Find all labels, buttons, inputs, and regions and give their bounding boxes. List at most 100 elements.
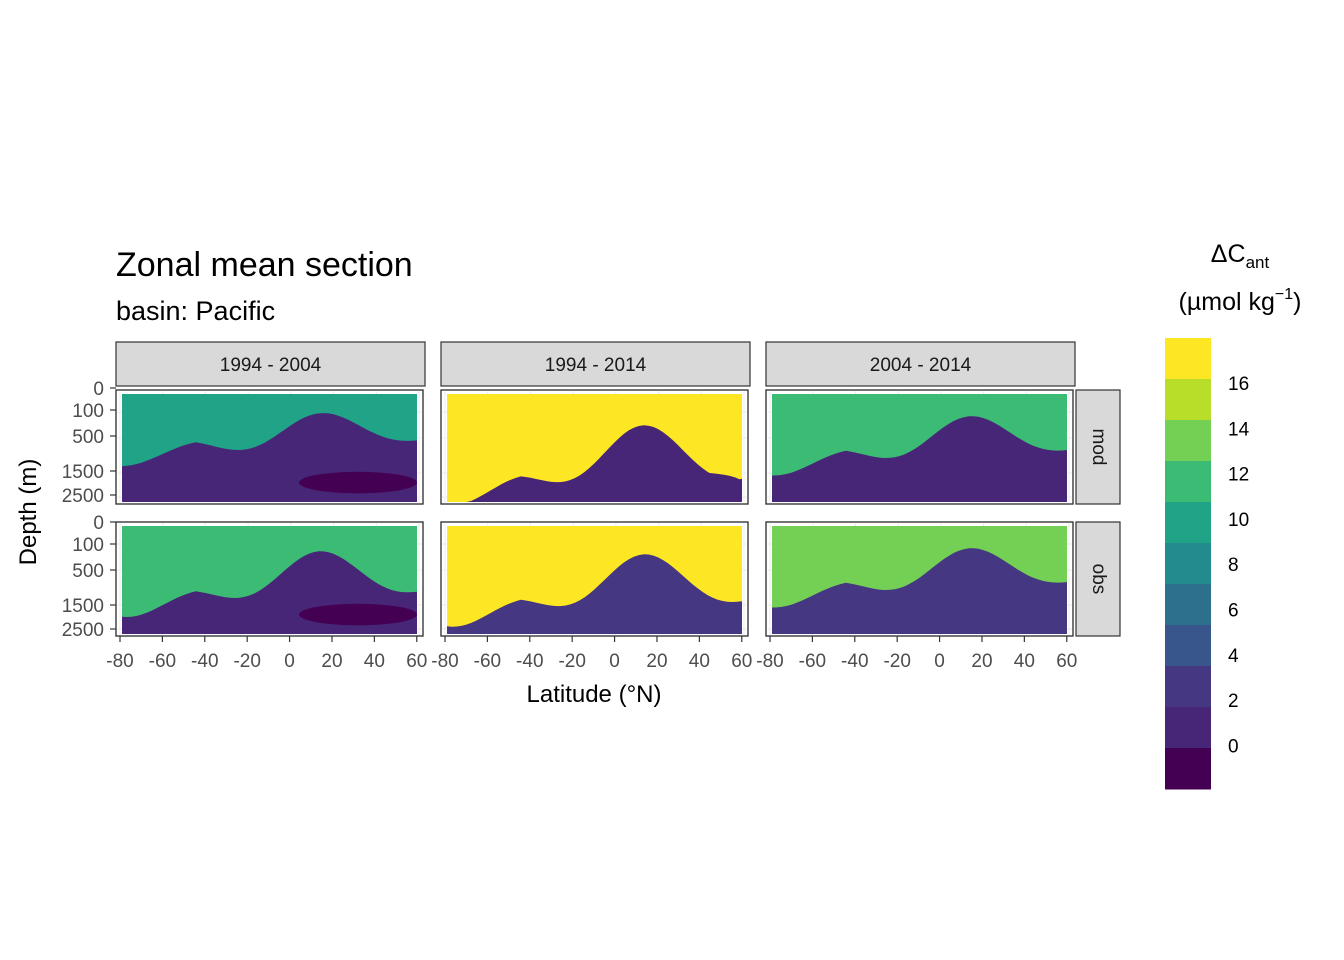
legend-label-4: 8 xyxy=(1228,555,1239,576)
x-tick-label: 0 xyxy=(284,651,295,672)
facet-strip-1: 1994 - 2014 xyxy=(440,341,751,387)
facet-row-label-0: mod xyxy=(1088,429,1109,466)
facet-panels: 1994 - 2004 1994 - 2014 2004 - 2014 mod obs xyxy=(115,341,1121,637)
legend-swatch-6 xyxy=(1165,584,1211,626)
x-tick-label: 0 xyxy=(609,651,620,672)
x-tick-label: -20 xyxy=(558,651,585,672)
y-tick-label: 1500 xyxy=(62,596,104,617)
facet-row-label-1: obs xyxy=(1088,564,1109,595)
x-tick-label: -40 xyxy=(516,651,543,672)
legend-title-main: ΔC xyxy=(1211,240,1246,268)
x-tick-label: 0 xyxy=(934,651,945,672)
legend-title-sub: ant xyxy=(1246,253,1270,272)
x-tick-label: -60 xyxy=(474,651,501,672)
x-tick-label: 20 xyxy=(321,651,342,672)
deep-pool xyxy=(949,471,1067,494)
y-tick-label: 2500 xyxy=(62,620,104,641)
legend-swatch-9 xyxy=(1165,707,1211,749)
x-tick-label: 60 xyxy=(1056,651,1077,672)
band-18 xyxy=(447,526,742,627)
band-14 xyxy=(772,526,1067,608)
chart-title: Zonal mean section xyxy=(116,246,413,284)
legend-label-0: 16 xyxy=(1228,374,1249,395)
legend-label-5: 6 xyxy=(1228,601,1239,622)
band-11 xyxy=(772,394,1067,476)
facet-strip-2: 2004 - 2014 xyxy=(765,341,1076,387)
facet-strip-0: 1994 - 2004 xyxy=(115,341,426,387)
panel-obs-2 xyxy=(765,521,1074,637)
legend-title: ΔCant xyxy=(1211,240,1270,272)
y-axis-title: Depth (m) xyxy=(15,459,42,566)
deep-pool xyxy=(299,471,417,494)
y-tick-label: 500 xyxy=(72,427,104,448)
y-tick-label: 100 xyxy=(72,401,104,422)
x-tick-label: -60 xyxy=(799,651,826,672)
band-12 xyxy=(122,526,417,617)
legend-label-8: 0 xyxy=(1228,736,1239,757)
legend-swatch-1 xyxy=(1165,379,1211,421)
legend: ΔCant (µmol kg−1) 16 14 12 10 8 6 4 2 0 xyxy=(1165,240,1301,790)
x-tick-label: -80 xyxy=(756,651,783,672)
panel-mod-1 xyxy=(440,389,749,505)
legend-swatch-3 xyxy=(1165,461,1211,503)
legend-label-7: 2 xyxy=(1228,691,1239,712)
legend-label-6: 4 xyxy=(1228,646,1239,667)
legend-swatch-8 xyxy=(1165,666,1211,708)
y-tick-label: 500 xyxy=(72,561,104,582)
y-tick-label: 0 xyxy=(93,379,104,400)
facet-strip-label-0: 1994 - 2004 xyxy=(220,355,322,376)
x-axis-title: Latitude (°N) xyxy=(527,681,662,708)
legend-units-sup: −1 xyxy=(1275,286,1293,303)
panel-mod-0 xyxy=(115,389,424,505)
panel-mod-2 xyxy=(765,389,1074,505)
x-tick-label: -80 xyxy=(106,651,133,672)
band-9 xyxy=(122,394,417,467)
legend-swatch-5 xyxy=(1165,543,1211,585)
x-tick-label: -60 xyxy=(149,651,176,672)
x-tick-label: -40 xyxy=(841,651,868,672)
y-tick-label: 2500 xyxy=(62,486,104,507)
deep-pool xyxy=(949,603,1067,626)
legend-colorbar xyxy=(1165,338,1211,790)
legend-swatch-2 xyxy=(1165,420,1211,462)
panel-obs-0 xyxy=(115,521,424,637)
x-axis: -80 -60 -40 -20 0 20 40 60 -80 -60 -40 -20 0 20 40 60 -8… xyxy=(106,636,1077,672)
x-tick-label: 20 xyxy=(646,651,667,672)
legend-units-pre: (µmol kg xyxy=(1179,288,1275,316)
deep-pool xyxy=(624,471,742,494)
y-tick-label: 0 xyxy=(93,513,104,534)
x-tick-label: 40 xyxy=(689,651,710,672)
y-tick-label: 1500 xyxy=(62,462,104,483)
legend-units: (µmol kg−1) xyxy=(1179,286,1302,316)
x-tick-label: 40 xyxy=(364,651,385,672)
deep-pool xyxy=(624,603,742,626)
legend-swatch-10 xyxy=(1165,748,1211,790)
legend-swatch-0 xyxy=(1165,338,1211,380)
x-tick-label: 20 xyxy=(971,651,992,672)
band-18 xyxy=(447,394,742,502)
x-tick-label: -20 xyxy=(233,651,260,672)
legend-label-3: 10 xyxy=(1228,510,1249,531)
x-tick-label: -40 xyxy=(191,651,218,672)
facet-row-strip-0: mod xyxy=(1075,389,1121,505)
facet-strip-label-2: 2004 - 2014 xyxy=(870,355,972,376)
legend-label-1: 14 xyxy=(1228,419,1250,440)
legend-swatch-7 xyxy=(1165,625,1211,667)
x-tick-label: -20 xyxy=(883,651,910,672)
y-tick-label: 100 xyxy=(72,535,104,556)
legend-label-2: 12 xyxy=(1228,465,1249,486)
legend-swatch-4 xyxy=(1165,502,1211,544)
chart-subtitle: basin: Pacific xyxy=(116,296,275,326)
facet-row-strip-1: obs xyxy=(1075,521,1121,637)
legend-units-post: ) xyxy=(1293,288,1301,316)
legend-labels: 16 14 12 10 8 6 4 2 0 xyxy=(1228,374,1250,757)
x-tick-label: 40 xyxy=(1014,651,1035,672)
x-tick-label: 60 xyxy=(406,651,427,672)
deep-pool xyxy=(299,603,417,626)
panel-obs-1 xyxy=(440,521,749,637)
x-tick-label: 60 xyxy=(731,651,752,672)
facet-strip-label-1: 1994 - 2014 xyxy=(545,355,647,376)
x-tick-label: -80 xyxy=(431,651,458,672)
